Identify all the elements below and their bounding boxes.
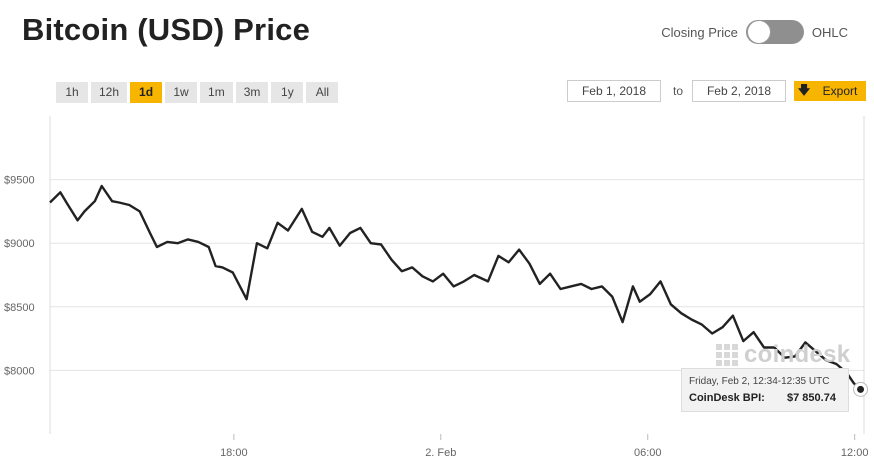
y-tick-label: $8500	[4, 302, 35, 314]
chart-series	[49, 184, 869, 397]
toggle-knob[interactable]	[746, 20, 771, 44]
closing-price-label: Closing Price	[661, 24, 738, 40]
chart-axes: $8000 $8500 $9000 $9500 18:00 2. Feb 06:00 12:0…	[4, 116, 868, 459]
range-button-3m[interactable]: 3m	[235, 82, 269, 103]
range-button-12h[interactable]: 12h	[91, 82, 128, 103]
hover-point[interactable]	[857, 385, 865, 393]
coindesk-watermark: coindesk	[716, 341, 850, 369]
export-label: Export	[822, 84, 858, 98]
watermark-text: coindesk	[744, 341, 851, 368]
to-label: to	[673, 84, 684, 98]
chart-grid	[50, 179, 864, 371]
range-button-1h[interactable]: 1h	[56, 82, 88, 103]
price-series-line	[49, 184, 862, 391]
download-arrow-icon: 🡇	[797, 82, 811, 97]
price-mode-toggle-group: Closing Price OHLC	[653, 20, 856, 44]
page-title: Bitcoin (USD) Price	[22, 12, 311, 47]
tooltip-label: CoinDesk BPI:	[689, 392, 765, 404]
range-button-1m[interactable]: 1m	[200, 82, 233, 103]
tooltip-value: $7 850.74	[787, 392, 836, 404]
x-tick-label: 2. Feb	[425, 447, 456, 459]
y-tick-label: $9000	[4, 238, 35, 250]
from-date-input[interactable]	[567, 80, 661, 102]
coindesk-logo-icon	[716, 344, 738, 366]
tooltip-time: Friday, Feb 2, 12:34-12:35 UTC	[689, 376, 830, 387]
range-button-all[interactable]: All	[306, 82, 339, 103]
y-tick-label: $8000	[4, 365, 35, 377]
price-mode-toggle[interactable]	[745, 20, 804, 44]
ohlc-label: OHLC	[811, 24, 848, 40]
range-button-1d[interactable]: 1d	[130, 82, 163, 103]
range-selector: 1h 12h 1d 1w 1m 3m 1y All	[56, 82, 339, 103]
x-tick-label: 18:00	[220, 447, 248, 459]
y-tick-label: $9500	[4, 175, 35, 187]
x-tick-label: 12:00	[841, 447, 869, 459]
x-tick-label: 06:00	[634, 447, 662, 459]
range-button-1w[interactable]: 1w	[165, 82, 198, 103]
to-date-input[interactable]	[692, 80, 786, 102]
export-button[interactable]: 🡇 Export	[794, 81, 866, 101]
price-tooltip: Friday, Feb 2, 12:34-12:35 UTC CoinDesk …	[681, 368, 849, 412]
range-button-1y[interactable]: 1y	[271, 82, 304, 103]
